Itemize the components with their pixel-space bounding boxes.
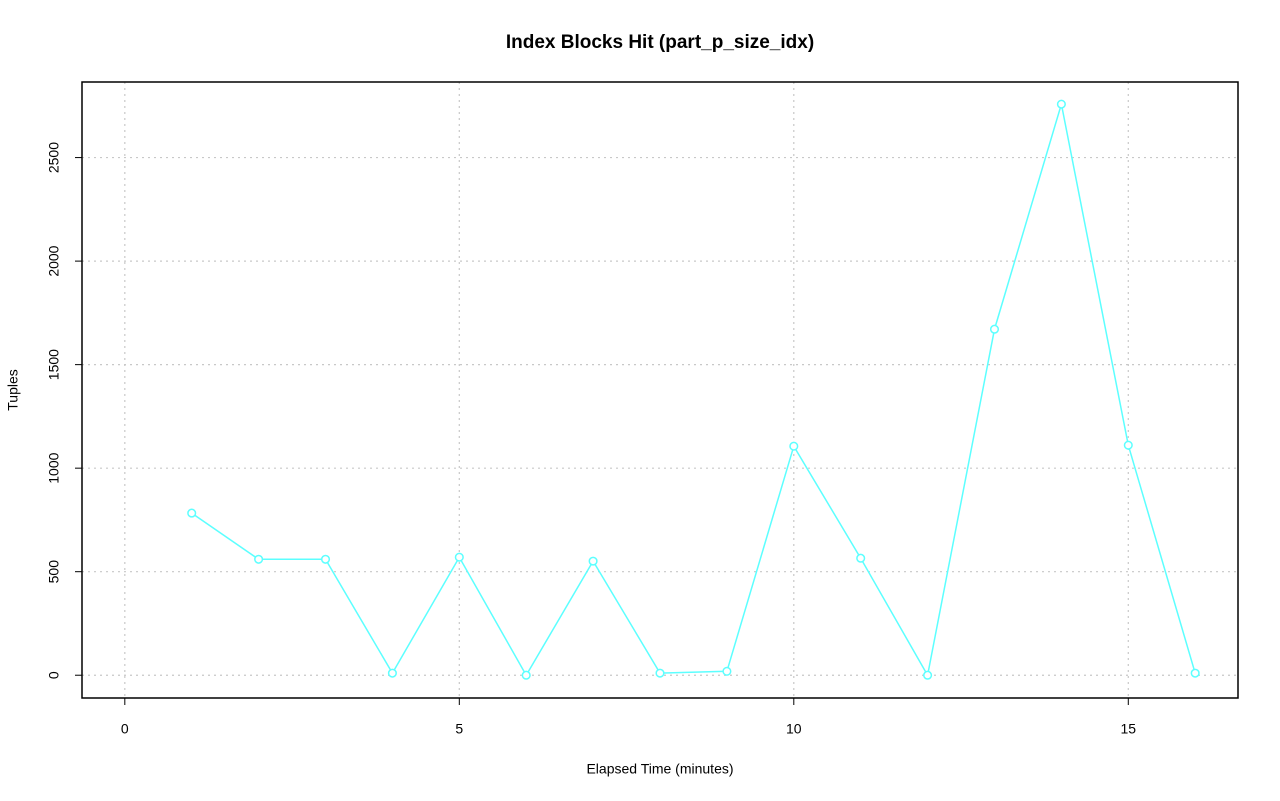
data-point — [1190, 668, 1200, 678]
data-point — [655, 668, 665, 678]
data-point — [722, 666, 732, 676]
data-point — [254, 554, 264, 564]
x-tick-label: 15 — [1120, 721, 1136, 737]
x-axis-label: Elapsed Time (minutes) — [586, 761, 733, 777]
data-point — [1123, 440, 1133, 450]
data-point — [856, 553, 866, 563]
data-point — [923, 670, 933, 680]
x-tick-label: 5 — [455, 721, 463, 737]
y-axis-label: Tuples — [5, 369, 21, 411]
data-point — [387, 668, 397, 678]
data-point — [187, 508, 197, 518]
y-tick-label: 2000 — [46, 245, 62, 276]
y-tick-label: 500 — [46, 560, 62, 584]
data-point — [454, 552, 464, 562]
x-tick-label: 10 — [786, 721, 802, 737]
data-point — [1056, 99, 1066, 109]
chart-title: Index Blocks Hit (part_p_size_idx) — [506, 32, 814, 53]
y-tick-label: 1500 — [46, 349, 62, 380]
data-point — [588, 556, 598, 566]
y-tick-label: 0 — [46, 671, 62, 679]
data-point — [320, 554, 331, 564]
x-tick-label: 0 — [121, 721, 129, 737]
y-tick-label: 1000 — [46, 452, 62, 483]
data-point — [521, 670, 531, 680]
data-line — [191, 103, 1196, 678]
plot-frame — [81, 81, 1239, 699]
data-point — [789, 441, 799, 451]
data-point — [989, 324, 1000, 334]
y-tick-label: 2500 — [46, 142, 62, 173]
